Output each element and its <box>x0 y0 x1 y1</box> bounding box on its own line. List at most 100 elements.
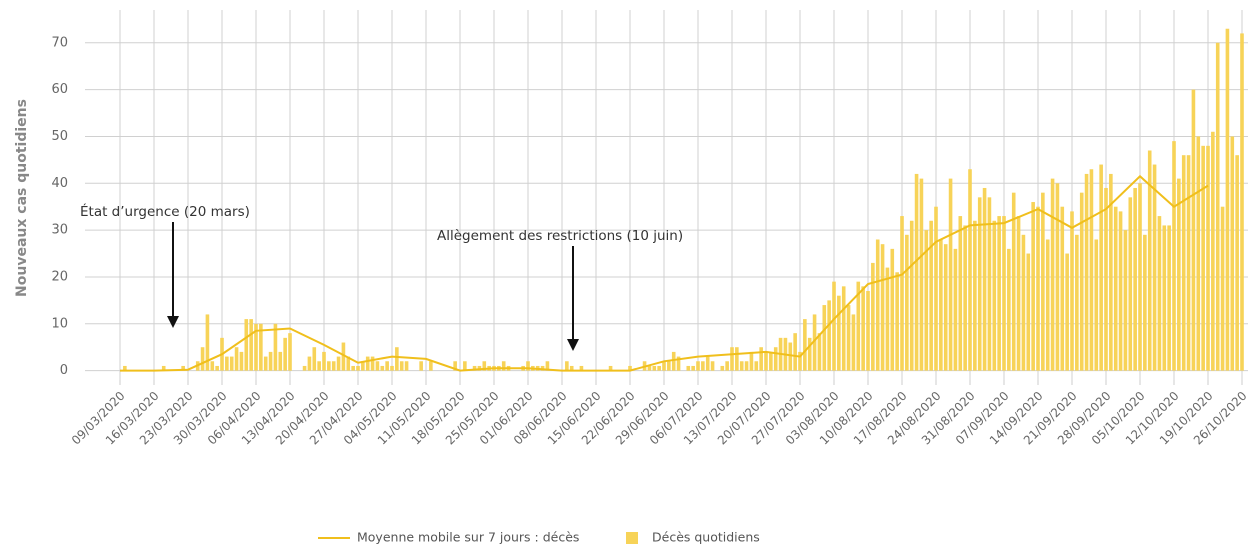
bar <box>565 361 569 371</box>
bar <box>866 291 870 371</box>
bar <box>861 286 865 371</box>
bar <box>210 361 215 371</box>
bar <box>244 319 249 371</box>
bar <box>351 365 355 371</box>
bar <box>361 361 365 371</box>
bar <box>890 248 895 371</box>
bar <box>895 272 899 371</box>
bar <box>977 197 982 371</box>
bar <box>676 356 681 371</box>
bar <box>749 351 754 371</box>
bar <box>1099 164 1103 371</box>
bar <box>259 323 263 371</box>
bar <box>1036 206 1040 371</box>
bar <box>453 361 457 371</box>
bar <box>1007 248 1011 371</box>
bar <box>385 361 389 371</box>
bar <box>837 295 841 371</box>
bar <box>1026 253 1031 371</box>
bar <box>1211 131 1215 371</box>
bar <box>1123 230 1128 371</box>
bar <box>1109 173 1113 371</box>
bar <box>200 347 205 371</box>
bar <box>725 361 729 371</box>
bar <box>691 365 695 371</box>
bar <box>1172 141 1176 371</box>
bar <box>205 314 210 371</box>
bar <box>973 220 977 371</box>
bar <box>943 244 948 371</box>
bar <box>793 333 797 371</box>
bar <box>924 230 929 371</box>
bar <box>545 361 550 371</box>
bar <box>288 333 292 371</box>
bar <box>1055 183 1060 371</box>
legend-label: Moyenne mobile sur 7 jours : décès <box>357 530 579 545</box>
bar <box>987 197 992 371</box>
bar <box>273 323 278 371</box>
bar <box>851 314 856 371</box>
bar <box>705 356 710 371</box>
y-tick-label: 40 <box>51 176 68 191</box>
bar <box>1075 234 1079 371</box>
y-tick-label: 50 <box>51 129 68 144</box>
bar <box>1128 197 1133 371</box>
bar <box>798 351 802 371</box>
bar <box>1016 216 1021 371</box>
bar <box>909 220 914 371</box>
bar <box>764 351 768 371</box>
bar <box>652 365 657 371</box>
bar <box>992 220 997 371</box>
y-tick-label: 30 <box>51 223 68 238</box>
bar <box>1152 164 1157 371</box>
legend-swatch <box>626 532 638 544</box>
bar <box>429 361 433 371</box>
annotation: État d’urgence (20 mars) <box>80 203 250 220</box>
bar <box>1031 202 1035 371</box>
bar <box>404 361 409 371</box>
bar <box>948 178 953 371</box>
bar <box>268 351 273 371</box>
bar <box>390 365 394 371</box>
bar <box>249 319 253 371</box>
bar <box>356 365 360 371</box>
bar <box>229 356 234 371</box>
bar <box>1050 178 1055 371</box>
bar <box>1240 33 1244 371</box>
bar <box>278 351 283 371</box>
bar <box>817 333 822 371</box>
bar <box>1084 173 1089 371</box>
bar <box>997 216 1001 371</box>
bar <box>968 169 972 371</box>
bar <box>1143 234 1147 371</box>
bar <box>395 347 399 371</box>
bar <box>234 347 239 371</box>
bar <box>380 365 385 371</box>
bar <box>161 365 166 371</box>
bar <box>1118 211 1123 371</box>
bar <box>1167 225 1171 371</box>
bar <box>365 356 370 371</box>
bar <box>735 347 739 371</box>
bar <box>671 351 676 371</box>
bar <box>317 361 321 371</box>
bar <box>701 361 705 371</box>
bar <box>710 361 715 371</box>
bar <box>720 365 725 371</box>
bar <box>1021 234 1026 371</box>
bar <box>307 356 312 371</box>
bar <box>1138 183 1142 371</box>
bar <box>1079 192 1084 371</box>
bar <box>628 365 632 371</box>
bar <box>871 262 875 371</box>
annotation: Allègement des restrictions (10 juin) <box>437 228 683 244</box>
bar <box>788 342 793 371</box>
bar <box>239 351 244 371</box>
bar <box>875 239 880 371</box>
bar <box>283 337 287 371</box>
bar <box>346 356 351 371</box>
bar <box>1070 211 1074 371</box>
bar <box>1177 178 1181 371</box>
bar <box>419 361 423 371</box>
